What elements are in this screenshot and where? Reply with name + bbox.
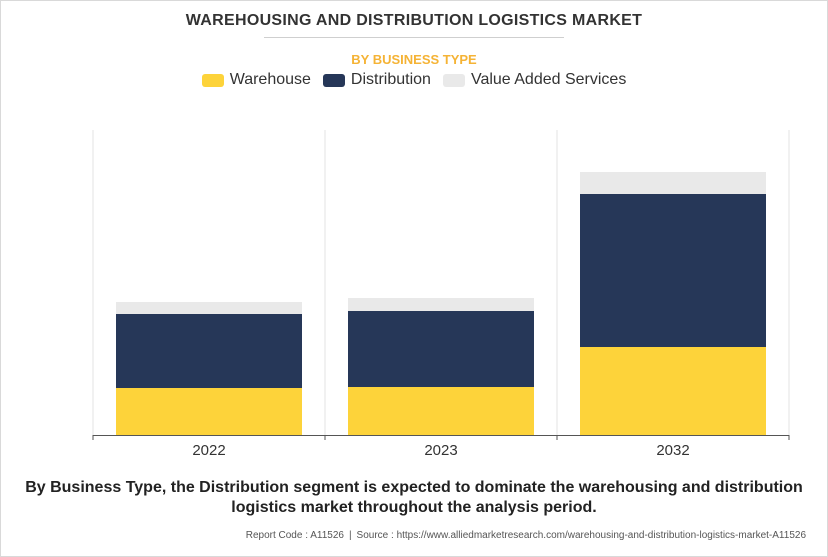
title-divider [264, 37, 564, 38]
legend-swatch-value-added-services [442, 73, 465, 87]
legend-label-warehouse: Warehouse [229, 71, 311, 88]
chart-subtitle: BY BUSINESS TYPE [351, 52, 477, 67]
bar-warehouse-2032 [580, 347, 766, 435]
legend-item-value-added-services: Value Added Services [442, 71, 627, 89]
legend: Warehouse Distribution Value Added Servi… [0, 71, 828, 89]
bar-warehouse-2023 [348, 387, 534, 435]
legend-swatch-distribution [322, 73, 345, 87]
x-tick-label-2023: 2023 [424, 442, 457, 459]
chart-title: WAREHOUSING AND DISTRIBUTION LOGISTICS M… [185, 12, 643, 29]
legend-item-distribution: Distribution [322, 71, 431, 89]
x-tick-label-2022: 2022 [192, 442, 225, 459]
legend-label-distribution: Distribution [350, 71, 431, 88]
legend-swatch-warehouse [201, 73, 224, 87]
bar-distribution-2023 [348, 311, 534, 387]
footer: Report Code : A11526 | Source : https://ww… [246, 530, 806, 541]
chart-caption: By Business Type, the Distribution segme… [25, 479, 803, 516]
report-code: Report Code : A11526 [245, 530, 344, 541]
bar-distribution-2032 [580, 194, 766, 347]
legend-item-warehouse: Warehouse [201, 71, 311, 89]
bar-distribution-2022 [116, 314, 302, 388]
bar-value-added-services-2023 [348, 298, 534, 311]
bar-warehouse-2022 [116, 388, 302, 435]
legend-label-value-added-services: Value Added Services [470, 71, 627, 88]
bar-value-added-services-2022 [116, 302, 302, 314]
bar-value-added-services-2032 [580, 172, 766, 194]
source-link[interactable]: Source : https://www.alliedmarketresearc… [356, 530, 806, 541]
x-tick-label-2032: 2032 [656, 442, 689, 459]
footer-separator: | [348, 530, 352, 541]
stacked-bar-chart: 2022 2023 2032 [92, 130, 790, 459]
